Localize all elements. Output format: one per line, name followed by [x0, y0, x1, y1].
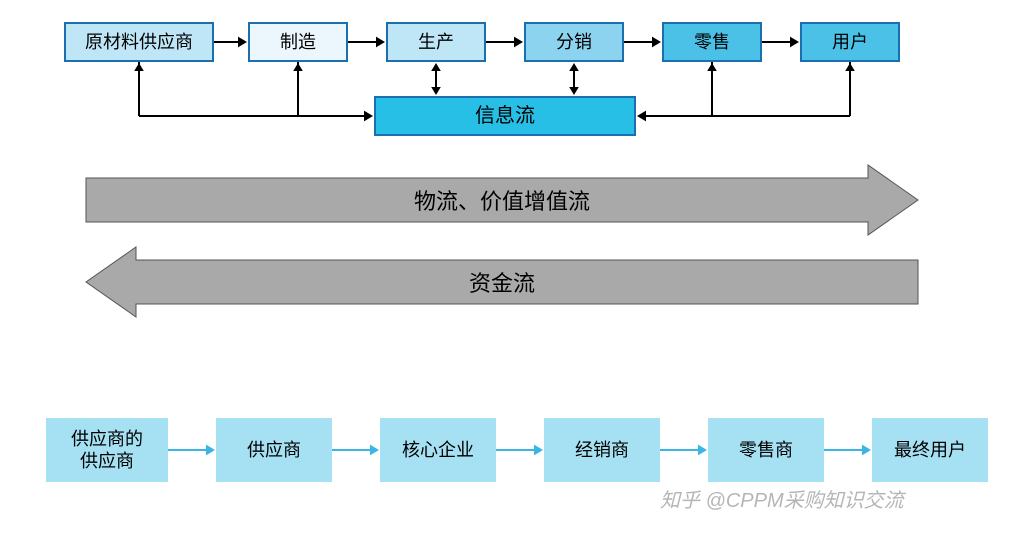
big-arrow-label: 资金流: [86, 260, 918, 304]
flow-node: 零售商: [708, 418, 824, 482]
flow-node: 生产: [386, 22, 486, 62]
flow-node: 用户: [800, 22, 900, 62]
diagram-stage: 原材料供应商制造生产分销零售用户信息流物流、价值增值流资金流供应商的 供应商供应…: [0, 0, 1024, 544]
flow-node: 分销: [524, 22, 624, 62]
flow-node: 供应商: [216, 418, 332, 482]
big-arrow-label: 物流、价值增值流: [86, 178, 918, 222]
flow-node: 最终用户: [872, 418, 988, 482]
flow-node: 经销商: [544, 418, 660, 482]
flow-node: 制造: [248, 22, 348, 62]
flow-node: 核心企业: [380, 418, 496, 482]
flow-node: 信息流: [374, 96, 636, 136]
flow-node: 供应商的 供应商: [46, 418, 168, 482]
flow-node: 零售: [662, 22, 762, 62]
watermark: 知乎 @CPPM采购知识交流: [660, 484, 904, 513]
flow-node: 原材料供应商: [64, 22, 214, 62]
